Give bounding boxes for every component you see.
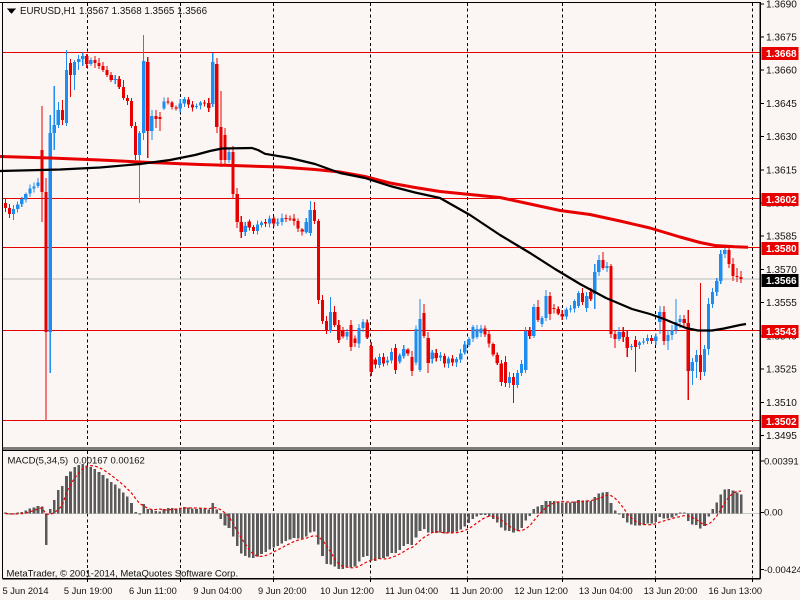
svg-text:1.3690: 1.3690 bbox=[766, 0, 797, 10]
svg-text:11 Jun 04:00: 11 Jun 04:00 bbox=[385, 586, 438, 596]
svg-text:0.00391: 0.00391 bbox=[764, 456, 799, 467]
svg-text:9 Jun 20:00: 9 Jun 20:00 bbox=[258, 586, 307, 596]
svg-text:16 Jun 13:00: 16 Jun 13:00 bbox=[708, 586, 762, 596]
svg-text:1.3567 1.3568 1.3565 1.3566: 1.3567 1.3568 1.3565 1.3566 bbox=[79, 6, 208, 17]
svg-text:EURUSD,H1: EURUSD,H1 bbox=[20, 6, 76, 17]
svg-text:1.3585: 1.3585 bbox=[766, 232, 797, 243]
svg-text:1.3543: 1.3543 bbox=[766, 327, 797, 338]
svg-text:1.3615: 1.3615 bbox=[766, 165, 797, 176]
svg-text:6 Jun 11:00: 6 Jun 11:00 bbox=[129, 586, 177, 596]
svg-text:1.3502: 1.3502 bbox=[766, 417, 797, 428]
svg-text:1.3495: 1.3495 bbox=[766, 431, 797, 442]
svg-text:13 Jun 04:00: 13 Jun 04:00 bbox=[579, 586, 633, 596]
svg-text:1.3645: 1.3645 bbox=[766, 99, 797, 110]
svg-text:10 Jun 12:00: 10 Jun 12:00 bbox=[320, 586, 374, 596]
svg-text:MACD(5,34,5) 0.00167 0.00162: MACD(5,34,5) 0.00167 0.00162 bbox=[8, 456, 145, 467]
svg-text:13 Jun 20:00: 13 Jun 20:00 bbox=[644, 586, 698, 596]
svg-text:1.3510: 1.3510 bbox=[766, 398, 797, 409]
svg-text:MetaTrader, © 2001-2014, MetaQ: MetaTrader, © 2001-2014, MetaQuotes Soft… bbox=[7, 569, 239, 580]
svg-text:1.3630: 1.3630 bbox=[766, 132, 797, 143]
svg-text:1.3675: 1.3675 bbox=[766, 33, 797, 44]
svg-text:1.3570: 1.3570 bbox=[766, 265, 797, 276]
svg-text:1.3525: 1.3525 bbox=[766, 365, 797, 376]
svg-text:-0.00424: -0.00424 bbox=[764, 565, 800, 576]
svg-text:0.00: 0.00 bbox=[764, 508, 783, 519]
svg-text:1.3555: 1.3555 bbox=[766, 298, 797, 309]
svg-text:11 Jun 20:00: 11 Jun 20:00 bbox=[450, 586, 503, 596]
svg-text:5 Jun 19:00: 5 Jun 19:00 bbox=[64, 586, 113, 596]
svg-text:1.3602: 1.3602 bbox=[766, 195, 797, 206]
svg-text:1.3580: 1.3580 bbox=[766, 244, 797, 255]
svg-text:9 Jun 04:00: 9 Jun 04:00 bbox=[193, 586, 242, 596]
svg-text:1.3566: 1.3566 bbox=[766, 276, 797, 287]
svg-text:1.3668: 1.3668 bbox=[766, 49, 797, 60]
svg-text:12 Jun 12:00: 12 Jun 12:00 bbox=[514, 586, 568, 596]
svg-text:1.3660: 1.3660 bbox=[766, 66, 797, 77]
svg-text:5 Jun 2014: 5 Jun 2014 bbox=[3, 586, 49, 596]
